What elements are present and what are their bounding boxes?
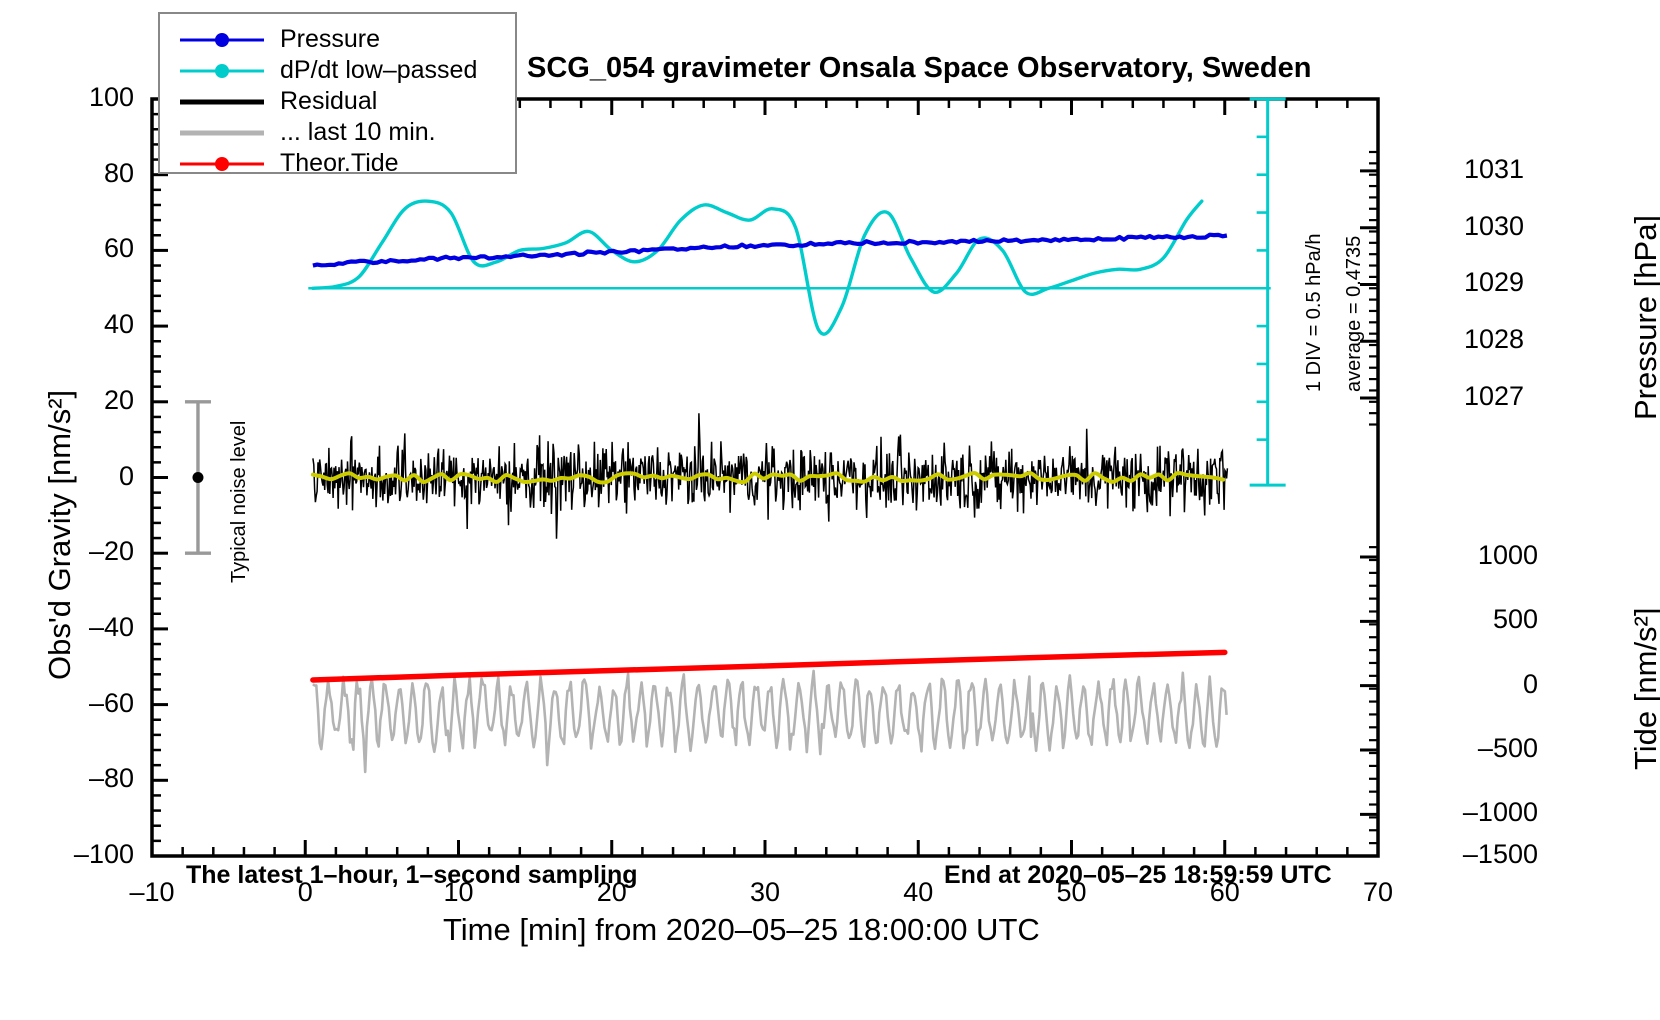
legend-item[interactable]: dP/dt low–passed [160,55,515,86]
y-axis-title-text: Obs'd Gravity [nm/s²] [42,389,77,680]
pressure-tick-label: 1028 [1464,324,1525,355]
x-tick-label: 40 [903,877,934,907]
pressure-axis-title: Pressure [hPa] [1628,215,1660,420]
series-pressure [312,232,1228,268]
noise-bar-center-dot [192,472,204,483]
legend-item[interactable]: Residual [160,86,515,117]
noise-level-label: Typical noise level [228,420,250,583]
x-tick-label: 20 [596,877,627,907]
series-residual [312,413,1229,539]
tide-tick-label: –1500 [1462,839,1538,869]
pressure-tick-label: 1029 [1464,267,1525,298]
pressure-axis-title-text: Pressure [hPa] [1628,214,1660,420]
y-tick-label: –20 [88,536,134,567]
y-tick-label: –100 [73,839,134,869]
legend-item[interactable]: Pressure [160,24,515,55]
legend-item[interactable]: ... last 10 min. [160,117,515,148]
y-tick-label: 40 [103,309,134,340]
legend: Pressure dP/dt low–passed Residual ... last… [158,12,517,177]
y-tick-label: 100 [88,82,134,112]
sampling-note: The latest 1–hour, 1–second sampling [186,861,638,889]
y-tick-label: –80 [88,763,134,794]
tide-tick-label: –1000 [1462,797,1538,828]
y-tick-label: 20 [103,384,134,415]
y-tick-label: 80 [103,157,134,188]
series-last-10-min [312,669,1228,774]
legend-marker [215,156,229,171]
x-tick-label: 60 [1209,877,1240,907]
series-residual-smoothed [310,470,1226,485]
y-axis-title: Obs'd Gravity [nm/s²] [42,390,78,680]
series-dpdt [311,199,1204,336]
legend-swatch [180,156,264,171]
legend-swatch [180,99,264,104]
legend-swatch [180,32,264,47]
y-tick-label: –60 [88,687,134,718]
x-tick-label: 0 [297,877,313,907]
legend-marker [215,63,229,78]
legend-item[interactable]: Theor.Tide [160,148,515,179]
legend-item-label: dP/dt low–passed [280,56,478,84]
y-tick-label: –40 [88,611,134,642]
series-theor-tide [310,649,1228,683]
x-tick-label: 70 [1362,877,1394,907]
legend-item-label: Pressure [280,25,381,53]
tide-axis-title-text: Tide [nm/s²] [1628,607,1660,771]
legend-marker [215,32,229,47]
legend-item-label: Theor.Tide [280,149,399,177]
tide-tick-label: –500 [1477,733,1538,764]
x-tick-label: –10 [129,877,175,907]
chart-title: SCG_054 gravimeter Onsala Space Observat… [527,52,1312,84]
x-axis-title: Time [min] from 2020–05–25 18:00:00 UTC [443,912,1040,947]
tide-tick-label: 1000 [1477,539,1538,570]
end-time-label: End at 2020–05–25 18:59:59 UTC [944,861,1332,889]
legend-swatch [180,63,264,78]
x-tick-label: 30 [749,877,781,907]
y-tick-label: 60 [103,233,134,264]
y-tick-label: 0 [118,460,134,491]
tide-tick-label: 0 [1522,668,1538,699]
pressure-tick-label: 1030 [1464,210,1525,241]
scale-bar-average-label: average = 0.4735 [1343,235,1365,392]
tide-axis-title: Tide [nm/s²] [1628,608,1660,771]
x-tick-label: 10 [443,877,474,907]
scale-bar-div-label: 1 DIV = 0.5 hPa/h [1303,233,1325,392]
pressure-tick-label: 1027 [1464,381,1525,411]
legend-item-label: Residual [280,87,378,115]
pressure-tick-label: 1031 [1464,153,1525,184]
tide-tick-label: 500 [1492,604,1538,635]
legend-swatch [180,130,264,135]
legend-item-label: ... last 10 min. [280,118,436,146]
x-tick-label: 50 [1056,877,1087,907]
